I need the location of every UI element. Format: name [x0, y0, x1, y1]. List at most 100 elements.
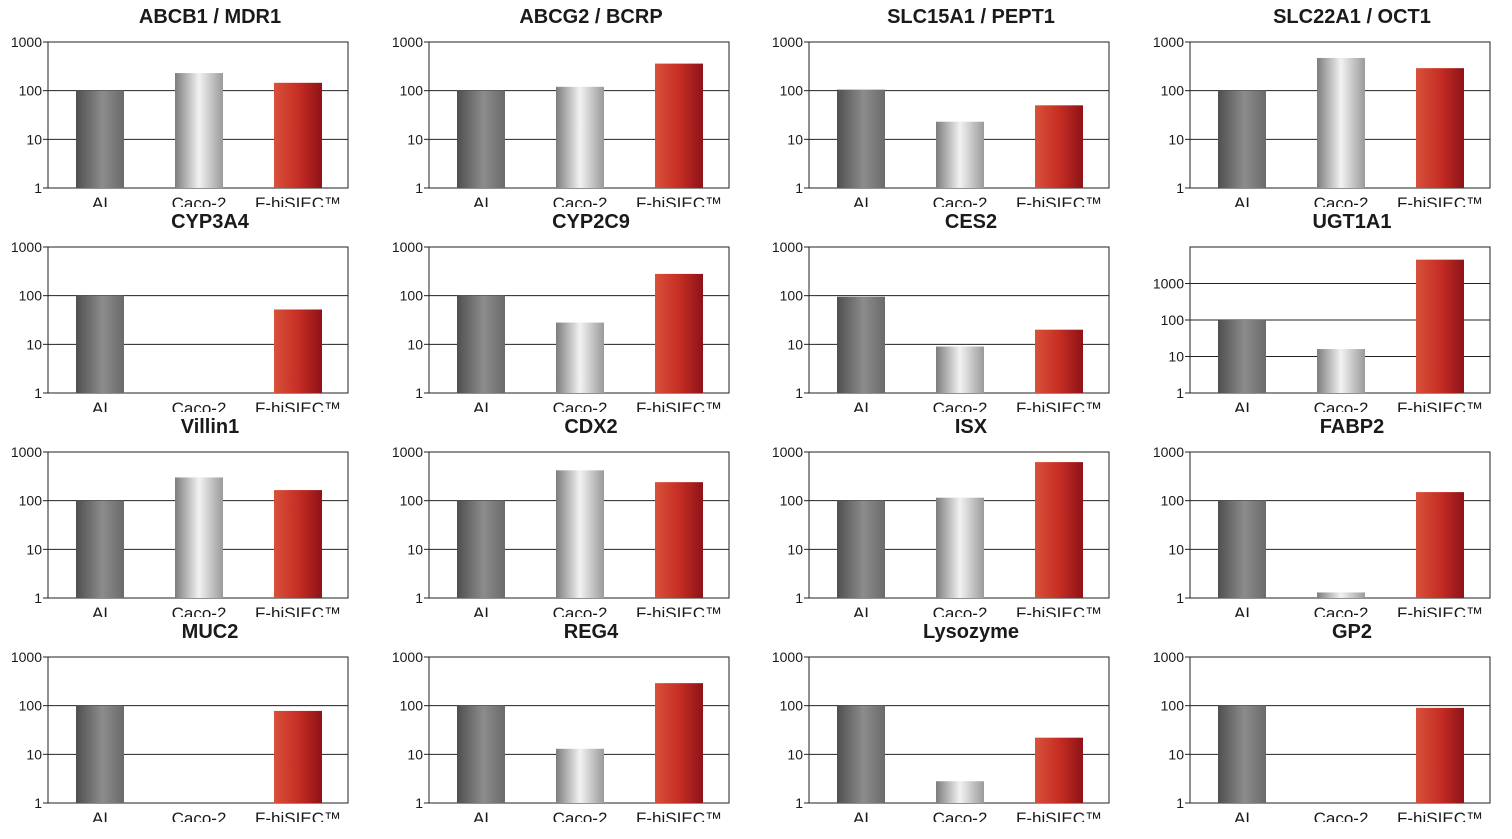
bar-caco-2 [556, 470, 604, 598]
y-tick-label: 10 [407, 746, 423, 762]
plot-frame [1189, 656, 1491, 804]
bar-caco-2 [556, 748, 604, 803]
bar-caco-2 [556, 86, 604, 188]
plot-frame [47, 656, 349, 804]
chart-svg: 1 10 100 1000 AI Caco-2 F-hiSIEC™ [1153, 34, 1491, 207]
x-category-label: AI [473, 809, 489, 822]
y-tick-label: 1 [34, 385, 42, 401]
x-category-label: F-hiSIEC™ [1397, 604, 1483, 617]
x-category-label: AI [853, 399, 869, 412]
y-tick-label: 100 [780, 493, 804, 509]
plot-frame [47, 246, 349, 394]
y-tick-label: 10 [26, 746, 42, 762]
chart-title: ISX [954, 416, 988, 438]
chart-panel: 1 10 100 1000 AI Caco-2 F-hiSIEC™ ISX [761, 412, 1139, 617]
chart-svg: 1 10 100 1000 AI Caco-2 F-hiSIEC™ [772, 239, 1110, 412]
y-tick-label: 1 [1176, 180, 1184, 196]
x-category-label: F-hiSIEC™ [255, 194, 341, 207]
bar-f-hisiec [1416, 68, 1464, 188]
y-tick-label: 100 [400, 288, 424, 304]
y-tick-label: 1 [795, 590, 803, 606]
y-tick-label: 1000 [772, 239, 803, 255]
y-tick-label: 1000 [392, 239, 423, 255]
x-category-label: Caco-2 [1314, 809, 1369, 822]
x-category-label: Caco-2 [172, 399, 227, 412]
bar-f-hisiec [1416, 707, 1464, 803]
bar-f-hisiec [655, 683, 703, 803]
bar-f-hisiec [1035, 105, 1083, 188]
y-tick-label: 10 [407, 541, 423, 557]
y-tick-label: 100 [19, 288, 43, 304]
y-tick-label: 10 [787, 336, 803, 352]
bar-f-hisiec [655, 273, 703, 393]
x-category-label: F-hiSIEC™ [255, 399, 341, 412]
bar-ai [837, 500, 885, 598]
chart-title: CYP2C9 [552, 211, 630, 233]
chart-title: CES2 [944, 211, 998, 233]
chart-title: UGT1A1 [1312, 211, 1392, 233]
x-category-label: Caco-2 [553, 809, 608, 822]
x-category-label: F-hiSIEC™ [1397, 194, 1483, 207]
x-category-label: Caco-2 [933, 809, 988, 822]
chart-title: FABP2 [1319, 416, 1385, 438]
chart-svg: 1 10 100 1000 AI Caco-2 F-hiSIEC™ [11, 34, 349, 207]
x-category-label: Caco-2 [172, 194, 227, 207]
chart-panel: 1 10 100 1000 AI Caco-2 F-hiSIEC™ Villin1 [0, 412, 378, 617]
bar-ai [457, 705, 505, 803]
bar-f-hisiec [1035, 329, 1083, 393]
chart-panel: 1 10 100 1000 AI Caco-2 F-hiSIEC™ ABCB1 / MDR1 [0, 2, 378, 207]
chart-panel: 1 10 100 1000 AI Caco-2 F-hiSIEC™ REG4 [381, 617, 759, 822]
x-category-label: AI [92, 194, 108, 207]
bar-caco-2 [1317, 349, 1365, 393]
x-category-label: AI [92, 809, 108, 822]
bar-f-hisiec [1035, 737, 1083, 803]
x-category-label: F-hiSIEC™ [636, 194, 722, 207]
y-tick-label: 1 [795, 385, 803, 401]
x-category-label: AI [92, 399, 108, 412]
bar-ai [457, 90, 505, 188]
x-category-label: AI [473, 194, 489, 207]
x-category-label: Caco-2 [1314, 399, 1369, 412]
x-category-label: F-hiSIEC™ [636, 604, 722, 617]
x-category-label: F-hiSIEC™ [636, 809, 722, 822]
y-tick-label: 1 [1176, 590, 1184, 606]
y-tick-label: 10 [26, 541, 42, 557]
chart-svg: 1 10 100 1000 AI Caco-2 F-hiSIEC™ [772, 649, 1110, 822]
y-tick-label: 10 [1168, 131, 1184, 147]
chart-svg: 1 10 100 1000 AI Caco-2 F-hiSIEC™ [392, 239, 730, 412]
x-category-label: F-hiSIEC™ [1397, 809, 1483, 822]
y-tick-label: 10 [787, 541, 803, 557]
chart-svg: 1 10 100 1000 AI Caco-2 F-hiSIEC™ [772, 34, 1110, 207]
y-tick-label: 100 [400, 83, 424, 99]
x-category-label: F-hiSIEC™ [1016, 809, 1102, 822]
chart-svg: 1 10 100 1000 AI Caco-2 F-hiSIEC™ [1153, 444, 1491, 617]
x-category-label: AI [473, 399, 489, 412]
y-tick-label: 1000 [772, 444, 803, 460]
chart-panel: 1 10 100 1000 AI Caco-2 F-hiSIEC™ GP2 [1142, 617, 1512, 822]
bar-ai [837, 705, 885, 803]
y-tick-label: 100 [1161, 83, 1185, 99]
chart-panel: 1 10 100 1000 AI Caco-2 F-hiSIEC™ ABCG2 / BCRP [381, 2, 759, 207]
y-tick-label: 1000 [772, 34, 803, 50]
x-category-label: Caco-2 [1314, 604, 1369, 617]
chart-panel: 1 10 100 1000 AI Caco-2 F-hiSIEC™ CES2 [761, 207, 1139, 412]
chart-panel: 1 10 100 1000 AI Caco-2 F-hiSIEC™ CDX2 [381, 412, 759, 617]
bar-ai [76, 295, 124, 393]
bar-ai [457, 295, 505, 393]
bar-caco-2 [556, 322, 604, 393]
y-tick-label: 1000 [392, 444, 423, 460]
bar-f-hisiec [1416, 259, 1464, 393]
x-category-label: Caco-2 [553, 194, 608, 207]
y-tick-label: 1000 [392, 649, 423, 665]
chart-svg: 1 10 100 1000 AI Caco-2 F-hiSIEC™ [772, 444, 1110, 617]
chart-title: REG4 [563, 621, 619, 643]
x-category-label: Caco-2 [933, 604, 988, 617]
x-category-label: AI [1234, 194, 1250, 207]
bar-ai [1218, 705, 1266, 803]
bar-f-hisiec [655, 63, 703, 188]
bar-caco-2 [1317, 592, 1365, 598]
y-tick-label: 1 [415, 795, 423, 811]
bar-caco-2 [936, 346, 984, 393]
chart-title: MUC2 [181, 621, 239, 643]
y-tick-label: 1 [795, 795, 803, 811]
